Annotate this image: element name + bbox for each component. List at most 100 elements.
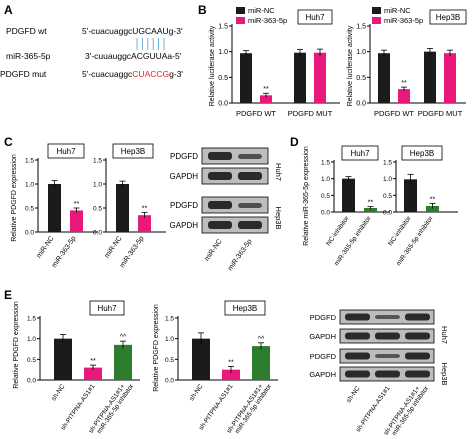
blot-band (238, 203, 262, 208)
chart-title-box (401, 145, 443, 161)
blot-row-label: PDGFD (170, 152, 198, 161)
blot-band (238, 221, 262, 229)
legend-label: miR-NC (384, 6, 411, 15)
blot-band (375, 370, 400, 378)
chart-title: Hep3B (121, 147, 145, 156)
bar-chart-hep3b: 0.0 0.5 1.0 1.5 Hep3B ** (93, 143, 166, 237)
blot-band (208, 152, 232, 160)
x-category-label: miR-363-5p (51, 235, 78, 269)
bar-chart-huh7: 0.0 0.5 1.0 1.5 Huh7 ** ^^ (27, 300, 140, 385)
legend-swatch (236, 17, 245, 24)
y-axis-label: Relative PDGFD expression (13, 301, 20, 389)
bar (116, 184, 129, 232)
y-tick-label: 0.5 (27, 357, 36, 364)
blot-band (208, 221, 232, 229)
y-tick-label: 1.0 (25, 182, 34, 189)
blot-row-label: PDGFD (310, 313, 337, 322)
blot-band (208, 201, 232, 209)
y-tick-label: 1.5 (93, 158, 102, 165)
significance-label: ^^ (258, 336, 265, 343)
chart-title-box (47, 143, 85, 159)
bar (424, 51, 436, 103)
y-tick-label: 0.0 (356, 101, 366, 108)
panel-label-e: E (4, 288, 12, 302)
bar (294, 52, 306, 103)
chart-title-box (429, 9, 467, 25)
blot-row-label: GAPDH (309, 370, 336, 379)
blot-band (405, 313, 430, 321)
bar (70, 210, 83, 232)
significance-label: ** (90, 358, 96, 365)
bar (84, 367, 102, 380)
y-tick-label: 0.0 (165, 378, 174, 385)
y-tick-label: 1.0 (27, 336, 36, 343)
y-tick-label: 1.0 (218, 49, 228, 56)
legend-label: miR-NC (248, 6, 275, 15)
chart-title-box (341, 145, 379, 161)
y-tick-label: 0.5 (165, 357, 174, 364)
sequence-name: PDGFD mut (0, 69, 47, 79)
bar (48, 184, 61, 232)
x-category-label: miR-NC (36, 235, 56, 259)
bar (426, 206, 439, 212)
blot-band (345, 313, 370, 321)
bar (54, 338, 72, 380)
legend-label: miR-363-5p (384, 16, 423, 25)
y-tick-label: 1.5 (321, 160, 330, 167)
blot-band (345, 332, 370, 340)
blot-band (345, 352, 370, 360)
bar-chart-hep3b: 0.0 0.5 1.0 1.5 Hep3B ** (356, 9, 467, 108)
y-tick-label: 1.5 (356, 24, 366, 31)
blot-band (405, 332, 430, 340)
bar (378, 53, 390, 103)
sequence: 3'-cuuauggcACGUUAa-5' (85, 51, 182, 61)
sequence: 5'-cuacuaggcUGCAAUg-3' (82, 26, 183, 36)
significance-label: ** (368, 200, 374, 207)
y-axis-label: Relative PDGFD expression (11, 154, 18, 242)
y-axis-label: Relative luciferase activity (209, 25, 216, 106)
blot-band (345, 370, 370, 378)
x-category-label: miR-363-5p (119, 235, 146, 269)
y-tick-label: 0.5 (25, 206, 34, 213)
blot-band (405, 370, 430, 378)
significance-label: ** (430, 196, 436, 203)
blot-band (238, 172, 262, 180)
significance-label: ^^ (120, 334, 127, 341)
sequence-name: PDGFD wt (6, 26, 47, 36)
bar (404, 179, 417, 212)
y-tick-label: 0.5 (356, 75, 366, 82)
chart-title: Hep3B (233, 304, 257, 313)
chart-title: Huh7 (97, 304, 117, 313)
blot-band (375, 315, 400, 319)
panel-label-a: A (4, 3, 13, 17)
significance-label: ** (401, 80, 407, 87)
y-axis-label: Relative PDGFD expression (153, 304, 160, 392)
bar (398, 89, 410, 103)
blot-cell-label: Huh7 (440, 326, 449, 344)
y-tick-label: 1.5 (218, 24, 228, 31)
y-tick-label: 1.0 (321, 176, 330, 183)
bar (114, 344, 132, 380)
blot-row-label: GAPDH (170, 172, 199, 181)
chart-title: Hep3B (410, 149, 434, 158)
bar (138, 215, 151, 232)
legend-label: miR-363-5p (248, 16, 287, 25)
blot-row-label: GAPDH (170, 221, 199, 230)
blot-row-label: PDGFD (310, 352, 337, 361)
bar (444, 53, 456, 103)
y-tick-label: 1.0 (356, 49, 366, 56)
blot-band (375, 354, 400, 358)
panel-label-c: C (4, 135, 13, 149)
blot-cell-label: Hep3B (274, 207, 283, 230)
y-tick-label: 0.0 (27, 378, 36, 385)
y-tick-label: 0.0 (321, 210, 330, 217)
bar-chart-huh7: 0.0 0.5 1.0 1.5 Huh7 ** (25, 143, 98, 237)
chart-title: Huh7 (305, 13, 325, 22)
x-category-label: PDGFD WT (374, 109, 414, 118)
y-tick-label: 1.0 (383, 176, 392, 183)
y-tick-label: 1.5 (383, 160, 392, 167)
y-tick-label: 0.5 (383, 193, 392, 200)
bar (314, 52, 326, 103)
chart-title-box (112, 143, 154, 159)
chart-title-box (297, 9, 333, 25)
